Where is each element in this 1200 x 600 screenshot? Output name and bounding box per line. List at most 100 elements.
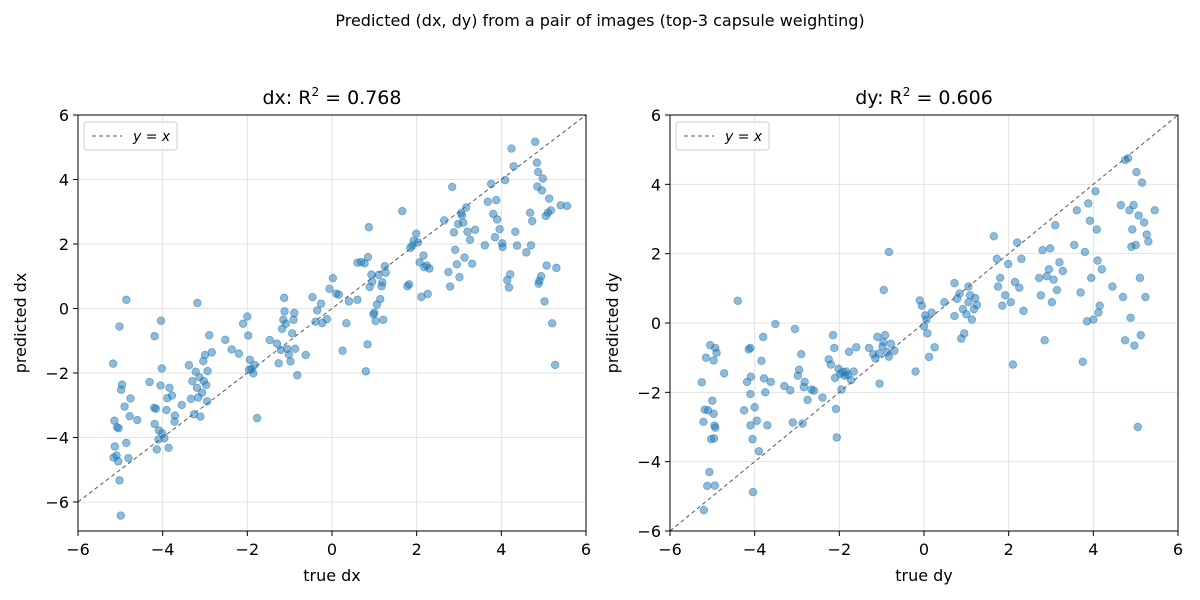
dy-data-point	[879, 285, 888, 295]
dy-data-point	[788, 418, 797, 427]
dx-data-point	[227, 345, 236, 354]
dy-data-point	[1087, 273, 1096, 283]
dx-data-point	[115, 322, 124, 331]
dx-data-point	[542, 261, 551, 270]
dy-data-point	[780, 381, 789, 391]
dx-data-point	[122, 438, 131, 448]
dx-data-point	[150, 419, 159, 429]
dy-data-point	[972, 300, 982, 310]
dx-data-point	[371, 316, 380, 326]
dx-data-point	[290, 308, 299, 318]
dx-data-point	[325, 284, 334, 294]
dy-legend-label: y = x	[724, 129, 763, 145]
dx-data-point	[425, 264, 434, 273]
dy-data-point	[803, 395, 812, 405]
dy-data-point	[719, 369, 729, 378]
dx-data-point	[452, 260, 462, 269]
dy-data-point	[1144, 237, 1153, 246]
dy-data-point	[1080, 247, 1090, 257]
dy-data-point	[1051, 221, 1060, 230]
dy-data-point	[884, 352, 894, 361]
dx-data-point	[404, 280, 414, 289]
dy-data-point	[950, 278, 959, 288]
dy-x-tick-label: 2	[1004, 540, 1014, 559]
dx-data-point	[368, 277, 377, 286]
dy-data-point	[1010, 277, 1020, 287]
dx-data-point	[122, 295, 131, 304]
dy-x-tick-label: −6	[658, 540, 682, 559]
dy-data-point	[712, 348, 721, 358]
dx-data-point	[512, 241, 522, 250]
dy-data-point	[919, 322, 929, 331]
dx-data-point	[114, 457, 123, 466]
dy-y-tick-label: 0	[651, 314, 661, 333]
dx-data-point	[312, 306, 322, 315]
dx-data-point	[120, 402, 129, 411]
dx-data-point	[376, 294, 385, 304]
dx-data-point	[221, 335, 230, 344]
dx-data-point	[361, 367, 371, 376]
dy-x-tick-label: −2	[828, 540, 852, 559]
dx-data-point	[108, 359, 118, 368]
dx-data-point	[165, 383, 174, 393]
dx-data-point	[486, 179, 496, 189]
dy-data-point	[746, 389, 755, 399]
dx-data-point	[537, 186, 547, 195]
dx-data-point	[364, 223, 374, 232]
dx-data-point	[470, 225, 480, 235]
dx-data-point	[205, 331, 214, 340]
dx-x-axis-label: true dx	[303, 566, 361, 585]
dy-y-axis-label: predicted dy	[603, 273, 622, 374]
dy-title-text: dy: R	[855, 87, 903, 109]
dy-data-point	[1045, 244, 1055, 253]
dy-data-point	[864, 343, 874, 353]
dy-data-point	[1134, 211, 1143, 220]
dy-data-point	[1126, 313, 1135, 322]
dy-y-tick-label: −2	[637, 383, 661, 402]
dx-data-point	[202, 397, 212, 406]
dy-data-point	[1070, 240, 1079, 250]
dx-data-point	[459, 218, 468, 227]
dx-data-point	[531, 137, 540, 146]
dx-data-point	[156, 316, 166, 325]
figure-suptitle: Predicted (dx, dy) from a pair of images…	[335, 11, 864, 30]
dy-data-point	[993, 282, 1003, 291]
dx-data-point	[538, 174, 548, 183]
dx-data-point	[164, 443, 173, 452]
dy-data-point	[757, 356, 766, 365]
dx-data-point	[525, 208, 535, 217]
dy-data-point	[697, 378, 706, 387]
dx-data-point	[522, 248, 531, 257]
dy-data-point	[1137, 178, 1147, 187]
dy-data-point	[1116, 200, 1126, 210]
dy-data-point	[1089, 315, 1098, 324]
dx-data-point	[160, 433, 169, 443]
dx-data-point	[280, 307, 289, 316]
dy-data-point	[890, 346, 899, 355]
dy-data-point	[758, 332, 768, 342]
dx-data-point	[507, 144, 516, 153]
dy-data-point	[1004, 259, 1013, 269]
dx-data-point	[145, 377, 154, 387]
dy-scatter-panel: −6 −4 −2 0 2 4 6 −6 −4 −2 0 2 4 6 true dy predicted dy d…	[603, 85, 1183, 585]
dx-data-point	[533, 167, 543, 177]
dy-data-point	[1055, 258, 1064, 267]
dx-data-point	[192, 383, 202, 393]
dy-x-axis-label: true dy	[895, 566, 953, 585]
dy-title-value: = 0.606	[910, 87, 992, 109]
dx-data-point	[293, 371, 302, 380]
dy-data-point	[831, 404, 841, 414]
dy-data-point	[708, 396, 717, 405]
dx-data-point	[328, 273, 338, 283]
dx-data-point	[338, 346, 347, 355]
dx-data-point	[550, 360, 560, 370]
dy-data-point	[1006, 298, 1015, 307]
dy-data-point	[930, 343, 939, 352]
dy-data-point	[875, 379, 884, 388]
dy-data-point	[761, 388, 770, 397]
dx-data-point	[374, 270, 383, 280]
dx-data-point	[170, 411, 180, 420]
dy-data-point	[746, 343, 755, 353]
dy-data-point	[964, 282, 973, 291]
dy-data-point	[746, 372, 756, 381]
